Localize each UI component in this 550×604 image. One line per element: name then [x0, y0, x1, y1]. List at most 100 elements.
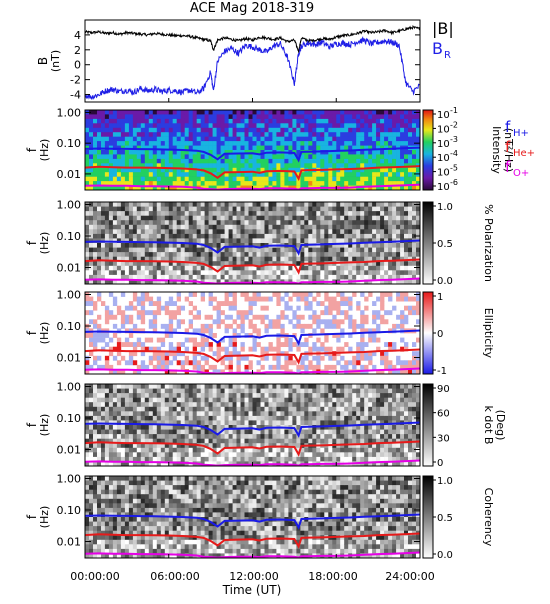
heatmap-cell [237, 252, 241, 257]
heatmap-cell [388, 216, 392, 221]
heatmap-cell [276, 123, 280, 128]
heatmap-cell [396, 154, 400, 159]
heatmap-cell [241, 257, 245, 262]
heatmap-cell [109, 234, 113, 239]
heatmap-cell [344, 154, 348, 159]
heatmap-cell [300, 324, 304, 329]
heatmap-cell [269, 177, 273, 182]
heatmap-cell [185, 389, 189, 394]
heatmap-cell [300, 110, 304, 115]
heatmap-cell [308, 365, 312, 370]
heatmap-cell [272, 365, 276, 370]
heatmap-cell [372, 128, 376, 133]
heatmap-cell [320, 207, 324, 212]
heatmap-cell [173, 310, 177, 315]
heatmap-cell [376, 252, 380, 257]
heatmap-cell [400, 248, 404, 253]
heatmap-cell [316, 365, 320, 370]
heatmap-cell [101, 110, 105, 115]
heatmap-cell [308, 402, 312, 407]
heatmap-cell [352, 220, 356, 225]
heatmap-cell [193, 119, 197, 124]
heatmap-cell [276, 434, 280, 439]
heatmap-cell [141, 207, 145, 212]
heatmap-cell [121, 452, 125, 457]
heatmap-cell [89, 159, 93, 164]
heatmap-cell [316, 114, 320, 119]
heatmap-cell [404, 342, 408, 347]
heatmap-cell [117, 234, 121, 239]
heatmap-cell [85, 159, 89, 164]
heatmap-cell [193, 411, 197, 416]
heatmap-cell [328, 365, 332, 370]
heatmap-cell [336, 257, 340, 262]
heatmap-cell [145, 398, 149, 403]
heatmap-cell [101, 266, 105, 271]
heatmap-cell [296, 110, 300, 115]
heatmap-cell [261, 137, 265, 142]
heatmap-cell [205, 434, 209, 439]
heatmap-cell [241, 146, 245, 151]
heatmap-cell [360, 177, 364, 182]
heatmap-cell [288, 181, 292, 186]
heatmap-cell [284, 114, 288, 119]
heatmap-cell [209, 457, 213, 462]
heatmap-cell [189, 248, 193, 253]
heatmap-cell [229, 211, 233, 216]
heatmap-cell [233, 389, 237, 394]
heatmap-cell [181, 141, 185, 146]
heatmap-cell [217, 402, 221, 407]
heatmap-cell [340, 347, 344, 352]
heatmap-cell [165, 275, 169, 280]
heatmap-cell [272, 181, 276, 186]
heatmap-cell [145, 243, 149, 248]
heatmap-cell [269, 430, 273, 435]
heatmap-cell [165, 172, 169, 177]
heatmap-cell [272, 270, 276, 275]
heatmap-cell [388, 211, 392, 216]
heatmap-cell [245, 266, 249, 271]
heatmap-cell [276, 266, 280, 271]
heatmap-cell [181, 114, 185, 119]
heatmap-cell [153, 234, 157, 239]
heatmap-cell [169, 342, 173, 347]
heatmap-cell [261, 220, 265, 225]
heatmap-cell [225, 114, 229, 119]
heatmap-cell [101, 261, 105, 266]
heatmap-cell [392, 243, 396, 248]
heatmap-cell [265, 297, 269, 302]
heatmap-cell [97, 448, 101, 453]
heatmap-cell [360, 292, 364, 297]
heatmap-cell [117, 270, 121, 275]
heatmap-cell [201, 324, 205, 329]
heatmap-cell [193, 275, 197, 280]
heatmap-cell [165, 128, 169, 133]
heatmap-cell [300, 365, 304, 370]
heatmap-cell [129, 202, 133, 207]
heatmap-cell [388, 114, 392, 119]
heatmap-cell [400, 207, 404, 212]
heatmap-cell [272, 407, 276, 412]
heatmap-cell [265, 457, 269, 462]
heatmap-cell [253, 141, 257, 146]
heatmap-cell [153, 270, 157, 275]
heatmap-cell [205, 275, 209, 280]
heatmap-cell [169, 402, 173, 407]
heatmap-cell [193, 434, 197, 439]
heatmap-cell [157, 110, 161, 115]
heatmap-cell [173, 220, 177, 225]
heatmap-cell [368, 225, 372, 230]
heatmap-cell [89, 229, 93, 234]
heatmap-cell [340, 119, 344, 124]
heatmap-cell [173, 207, 177, 212]
heatmap-cell [269, 324, 273, 329]
heatmap-cell [209, 365, 213, 370]
heatmap-cell [161, 234, 165, 239]
heatmap-cell [249, 177, 253, 182]
heatmap-cell [157, 398, 161, 403]
heatmap-cell [105, 177, 109, 182]
heatmap-cell [340, 365, 344, 370]
heatmap-cell [368, 141, 372, 146]
heatmap-cell [392, 110, 396, 115]
heatmap-cell [308, 411, 312, 416]
